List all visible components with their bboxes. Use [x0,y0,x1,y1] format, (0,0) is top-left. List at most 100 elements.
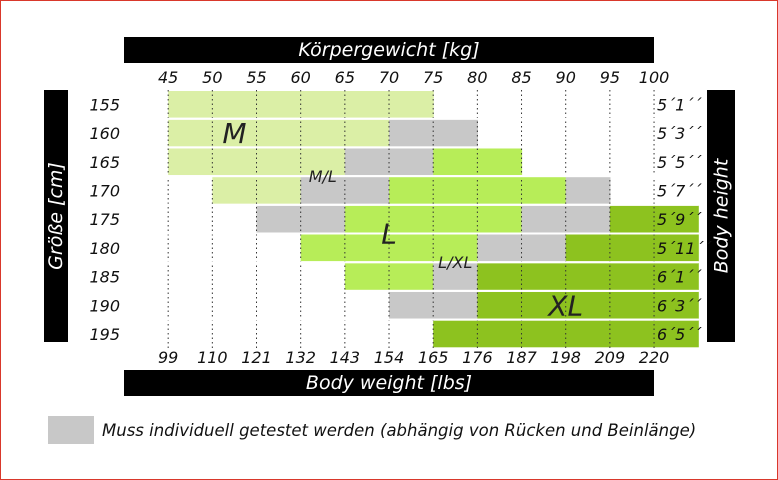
tick-cm-185: 185 [89,268,120,287]
tick-cm-195: 195 [89,325,120,344]
size-label-m-l: M/L [309,167,337,186]
cell-test-3-10 [565,177,611,204]
cell-xl-8-7 [433,320,478,348]
cell-test-4-10 [565,205,611,233]
bottom-axis-title: Body weight [lbs] [305,372,473,394]
cell-xl-5-10 [565,234,611,262]
top-axis-title-bar: Körpergewicht [kg] [124,37,654,63]
cell-l-4-7 [433,205,478,233]
cell-test-4-3 [256,205,302,233]
cell-m-2-1 [168,148,213,176]
tick-lbs-165: 165 [418,348,449,367]
tick-kg-80: 80 [467,68,487,87]
cell-l-5-6 [389,234,434,262]
cell-test-3-5 [344,177,390,204]
cell-m-0-5 [344,91,390,118]
cell-xl-6-12 [654,263,699,290]
cell-test-4-9 [521,205,567,233]
tick-lbs-110: 110 [197,348,228,367]
size-label-m: M [222,117,246,150]
cell-m-1-4 [300,119,346,147]
size-labels: M M/L L L/XL XL [222,117,583,322]
cell-l-2-8 [477,148,523,176]
tick-lbs-143: 143 [330,348,361,367]
cell-xl-7-11 [609,291,655,319]
top-axis-title: Körpergewicht [kg] [298,39,480,61]
tick-lbs-187: 187 [506,348,537,367]
cell-l-6-5 [344,263,390,290]
cell-m-1-1 [168,119,213,147]
cell-xl-7-8 [477,291,523,319]
cell-m-3-3 [256,177,302,204]
cell-xl-8-10 [565,320,611,348]
cell-m-0-1 [168,91,213,118]
cell-l-5-5 [344,234,390,262]
cell-xl-8-12 [654,320,699,348]
tick-cm-170: 170 [89,181,120,200]
cell-l-6-6 [389,263,434,290]
cell-l-5-4 [300,234,346,262]
cell-m-0-6 [389,91,434,118]
tick-cm-175: 175 [89,210,120,229]
tick-ft-4: 5´9´´ [657,210,702,229]
cell-m-3-2 [212,177,258,204]
cell-xl-6-10 [565,263,611,290]
cell-xl-6-9 [521,263,567,290]
tick-lbs-121: 121 [241,348,272,367]
size-cells [168,91,699,348]
tick-ft-7: 6´3´´ [657,296,702,315]
cell-l-3-6 [389,177,434,204]
cell-m-1-2 [212,119,258,147]
tick-ft-8: 6´5´´ [657,325,702,344]
cell-l-4-8 [477,205,523,233]
cell-xl-6-11 [609,263,655,290]
cell-xl-7-9 [521,291,567,319]
left-axis-title-bar: Größe [cm] [44,90,68,342]
cell-xl-8-8 [477,320,523,348]
tick-lbs-176: 176 [462,348,493,367]
legend-text: Muss individuell getestet werden (abhäng… [102,420,697,440]
tick-lbs-132: 132 [285,348,316,367]
tick-ft-6: 6´1´´ [657,268,702,287]
size-label-l: L [381,218,397,251]
tick-labels: 45 50 55 60 65 70 75 80 85 90 95 100 99 110 121 132 143 1… [89,68,712,367]
tick-lbs-198: 198 [550,348,581,367]
tick-lbs-99: 99 [158,348,178,367]
cell-l-2-7 [433,148,478,176]
cell-xl-5-12 [654,234,699,262]
tick-ft-1: 5´3´´ [657,124,702,143]
cell-m-2-3 [256,148,302,176]
tick-ft-5: 5´11´´ [657,239,713,258]
legend-swatch [48,416,94,444]
cell-m-0-4 [300,91,346,118]
cell-xl-7-10 [565,291,611,319]
cell-test-5-8 [477,234,523,262]
tick-kg-55: 55 [246,68,266,87]
cell-test-2-6 [389,148,434,176]
tick-kg-75: 75 [423,68,443,87]
tick-kg-90: 90 [556,68,576,87]
tick-ft-3: 5´7´´ [657,181,702,200]
gridlines [124,90,699,349]
cell-m-2-4 [300,148,346,176]
cell-l-4-6 [389,205,434,233]
cell-xl-8-9 [521,320,567,348]
cell-l-4-5 [344,205,390,233]
tick-lbs-154: 154 [374,348,405,367]
legend: Muss individuell getestet werden (abhäng… [48,416,696,444]
tick-kg-95: 95 [600,68,620,87]
cell-m-2-2 [212,148,258,176]
cell-m-1-3 [256,119,302,147]
tick-kg-70: 70 [379,68,399,87]
cell-test-7-7 [433,291,478,319]
cell-xl-7-12 [654,291,699,319]
tick-cm-155: 155 [89,95,120,114]
tick-kg-85: 85 [511,68,531,87]
tick-cm-160: 160 [89,124,120,143]
tick-ft-0: 5´1´´ [657,95,702,114]
size-label-xl: XL [546,289,583,322]
tick-kg-50: 50 [202,68,222,87]
tick-cm-190: 190 [89,296,120,315]
cell-m-1-5 [344,119,390,147]
